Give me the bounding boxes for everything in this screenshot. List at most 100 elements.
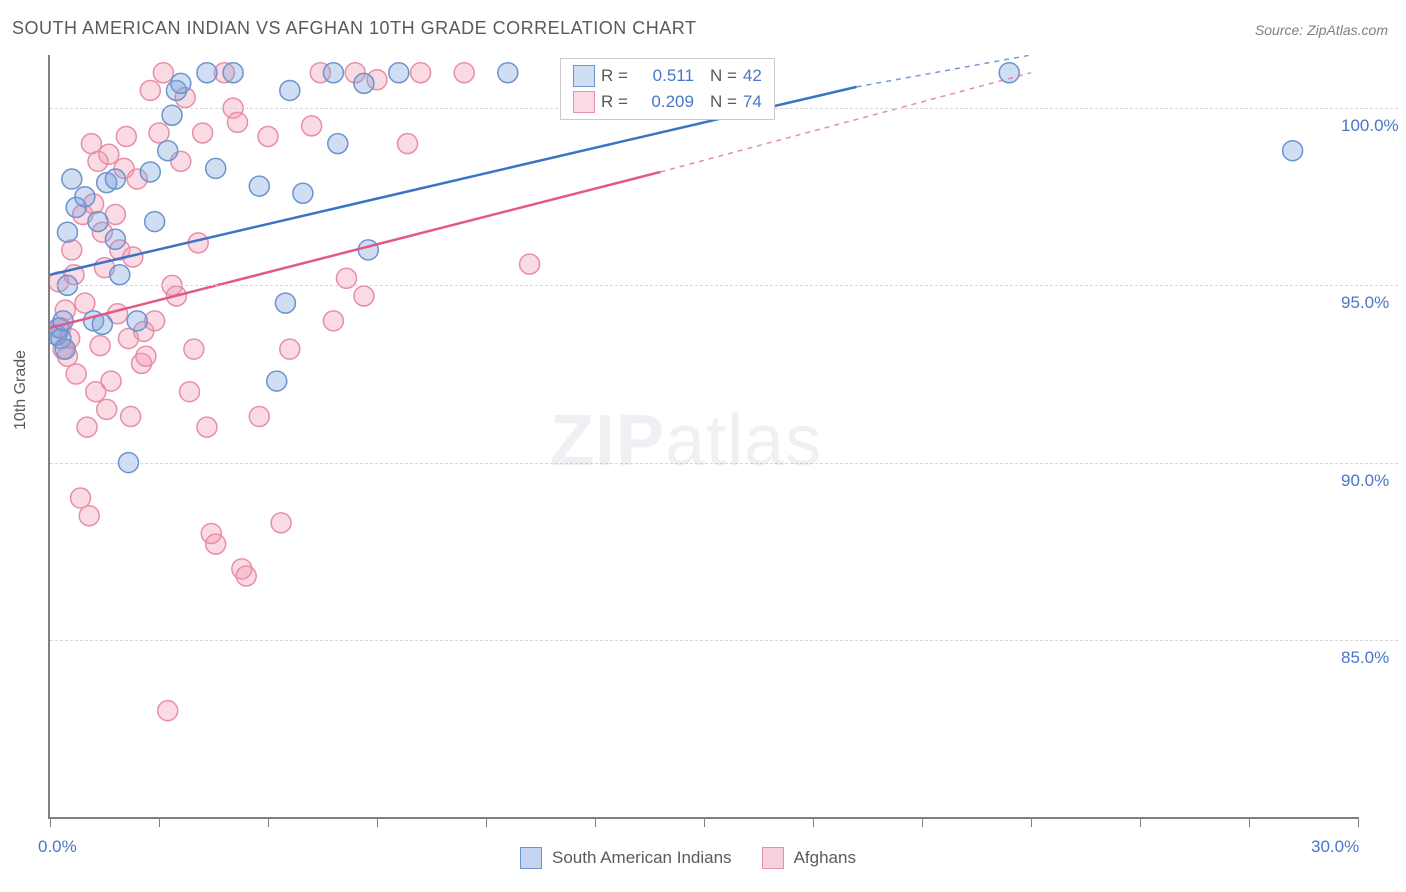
data-point	[223, 63, 243, 83]
y-tick-label: 90.0%	[1341, 471, 1389, 491]
x-tick-label: 0.0%	[38, 837, 77, 857]
data-point	[90, 336, 110, 356]
legend-swatch	[573, 91, 595, 113]
data-point	[62, 169, 82, 189]
x-tick	[377, 817, 378, 827]
x-tick	[922, 817, 923, 827]
data-point	[57, 222, 77, 242]
source-label: Source: ZipAtlas.com	[1255, 22, 1388, 38]
data-point	[75, 187, 95, 207]
legend-swatch	[520, 847, 542, 869]
x-tick	[1140, 817, 1141, 827]
data-point	[389, 63, 409, 83]
data-point	[206, 158, 226, 178]
x-tick	[268, 817, 269, 827]
watermark: ZIPatlas	[550, 400, 822, 482]
data-point	[498, 63, 518, 83]
data-point	[79, 506, 99, 526]
data-point	[71, 488, 91, 508]
y-tick-label: 85.0%	[1341, 648, 1389, 668]
data-point	[354, 286, 374, 306]
data-point	[454, 63, 474, 83]
data-point	[354, 73, 374, 93]
legend-label: South American Indians	[552, 848, 732, 868]
x-tick	[486, 817, 487, 827]
trend-line	[50, 172, 660, 328]
data-point	[171, 73, 191, 93]
data-point	[53, 311, 73, 331]
x-tick	[1358, 817, 1359, 827]
data-point	[77, 417, 97, 437]
data-point	[55, 339, 75, 359]
chart-title: SOUTH AMERICAN INDIAN VS AFGHAN 10TH GRA…	[12, 18, 696, 39]
data-point	[197, 63, 217, 83]
data-point	[149, 123, 169, 143]
stats-legend: R = 0.511 N = 42 R = 0.209 N = 74	[560, 58, 775, 120]
data-point	[127, 311, 147, 331]
data-point	[88, 212, 108, 232]
series-legend: South American IndiansAfghans	[520, 847, 876, 869]
data-point	[236, 566, 256, 586]
y-tick-label: 100.0%	[1341, 116, 1399, 136]
n-label: N =	[710, 92, 737, 112]
data-point	[121, 407, 141, 427]
data-point	[227, 112, 247, 132]
data-point	[101, 371, 121, 391]
data-point	[411, 63, 431, 83]
data-point	[145, 212, 165, 232]
data-point	[249, 176, 269, 196]
data-point	[358, 240, 378, 260]
x-tick	[813, 817, 814, 827]
r-label: R =	[601, 66, 628, 86]
y-tick-label: 95.0%	[1341, 293, 1389, 313]
gridline	[50, 285, 1398, 286]
x-tick	[159, 817, 160, 827]
stats-legend-row: R = 0.511 N = 42	[561, 63, 774, 89]
x-tick	[50, 817, 51, 827]
data-point	[193, 123, 213, 143]
r-label: R =	[601, 92, 628, 112]
legend-swatch	[762, 847, 784, 869]
data-point	[323, 311, 343, 331]
data-point	[206, 534, 226, 554]
data-point	[158, 701, 178, 721]
data-point	[293, 183, 313, 203]
data-point	[99, 144, 119, 164]
data-point	[184, 339, 204, 359]
data-point	[158, 141, 178, 161]
n-label: N =	[710, 66, 737, 86]
n-value: 74	[743, 92, 762, 112]
r-value: 0.209	[634, 92, 694, 112]
data-point	[249, 407, 269, 427]
data-point	[271, 513, 291, 533]
y-axis-label: 10th Grade	[12, 350, 30, 430]
data-point	[328, 134, 348, 154]
n-value: 42	[743, 66, 762, 86]
data-point	[180, 382, 200, 402]
x-tick	[704, 817, 705, 827]
data-point	[140, 80, 160, 100]
data-point	[105, 229, 125, 249]
r-value: 0.511	[634, 66, 694, 86]
data-point	[267, 371, 287, 391]
data-point	[275, 293, 295, 313]
x-tick	[1249, 817, 1250, 827]
data-point	[280, 339, 300, 359]
data-point	[520, 254, 540, 274]
data-point	[110, 265, 130, 285]
data-point	[302, 116, 322, 136]
data-point	[75, 293, 95, 313]
x-tick	[595, 817, 596, 827]
data-point	[136, 346, 156, 366]
x-tick	[1031, 817, 1032, 827]
data-point	[197, 417, 217, 437]
data-point	[62, 240, 82, 260]
gridline	[50, 640, 1398, 641]
data-point	[280, 80, 300, 100]
data-point	[398, 134, 418, 154]
data-point	[323, 63, 343, 83]
stats-legend-row: R = 0.209 N = 74	[561, 89, 774, 115]
data-point	[97, 399, 117, 419]
x-tick-label: 30.0%	[1311, 837, 1359, 857]
data-point	[116, 127, 136, 147]
